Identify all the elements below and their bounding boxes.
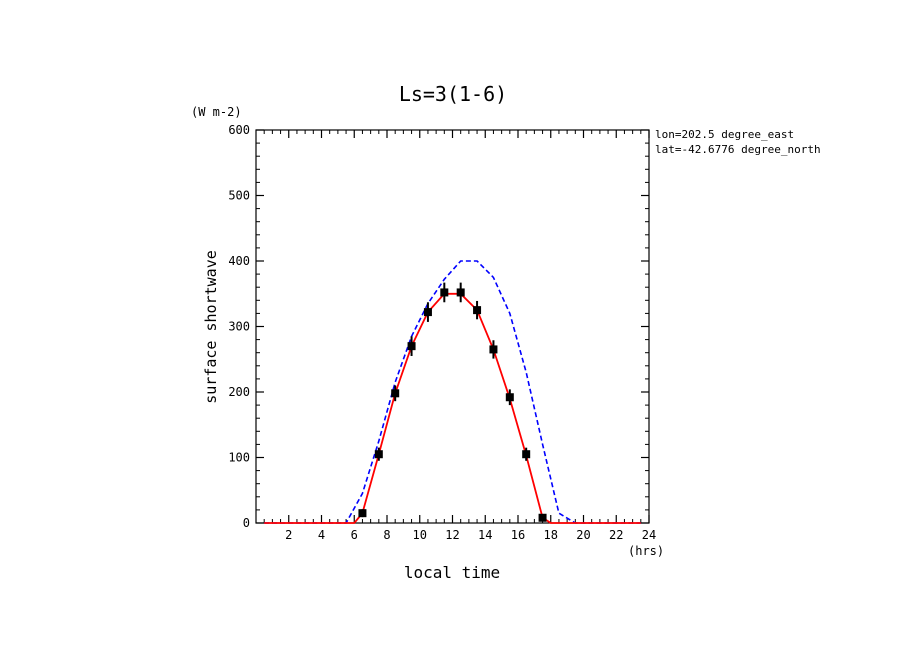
data-point bbox=[538, 513, 547, 522]
x-tick-label: 18 bbox=[544, 528, 558, 542]
x-tick-label: 24 bbox=[642, 528, 656, 542]
x-axis-label: local time bbox=[404, 563, 500, 582]
x-tick-label: 12 bbox=[445, 528, 459, 542]
x-tick-label: 22 bbox=[609, 528, 623, 542]
data-point bbox=[456, 288, 465, 297]
x-tick-label: 6 bbox=[351, 528, 358, 542]
x-unit-label: (hrs) bbox=[628, 544, 664, 558]
data-point bbox=[391, 389, 400, 398]
data-point bbox=[440, 288, 449, 297]
y-tick-label: 500 bbox=[228, 189, 250, 203]
plot-frame bbox=[255, 129, 650, 524]
info-lat: lat=-42.6776 degree_north bbox=[655, 143, 821, 156]
y-tick-label: 200 bbox=[228, 385, 250, 399]
data-point bbox=[489, 345, 498, 354]
data-point bbox=[522, 450, 531, 459]
data-point bbox=[407, 342, 416, 351]
y-tick-label: 600 bbox=[228, 123, 250, 137]
y-unit-label: (W m-2) bbox=[191, 105, 242, 119]
y-axis-label: surface shortwave bbox=[202, 250, 220, 404]
data-point bbox=[505, 393, 514, 402]
y-tick-label: 300 bbox=[228, 320, 250, 334]
y-tick-label: 0 bbox=[243, 516, 250, 530]
info-lon: lon=202.5 degree_east bbox=[655, 128, 794, 141]
series-dashed-line bbox=[264, 260, 641, 524]
x-tick-label: 8 bbox=[383, 528, 390, 542]
series-solid-line bbox=[264, 292, 641, 524]
x-tick-label: 16 bbox=[511, 528, 525, 542]
data-point bbox=[473, 306, 482, 315]
chart-title: Ls=3(1-6) bbox=[399, 82, 507, 106]
y-tick-label: 400 bbox=[228, 254, 250, 268]
y-tick-label: 100 bbox=[228, 451, 250, 465]
x-tick-label: 4 bbox=[318, 528, 325, 542]
data-point bbox=[358, 509, 367, 518]
x-tick-label: 20 bbox=[576, 528, 590, 542]
data-point bbox=[423, 308, 432, 317]
data-point bbox=[374, 450, 383, 459]
x-tick-label: 2 bbox=[285, 528, 292, 542]
x-tick-label: 10 bbox=[413, 528, 427, 542]
x-tick-label: 14 bbox=[478, 528, 492, 542]
